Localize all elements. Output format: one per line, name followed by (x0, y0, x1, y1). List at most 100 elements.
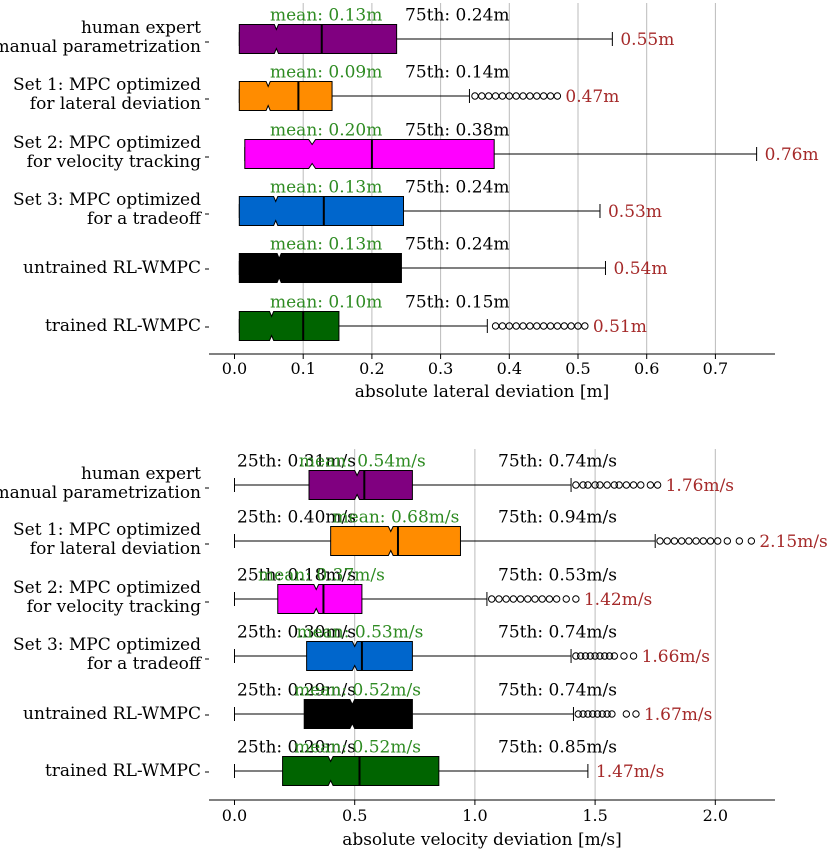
outlier-point (603, 481, 611, 489)
outlier-point (545, 595, 554, 603)
outlier-point (471, 92, 479, 100)
outlier-point (539, 322, 548, 330)
outlier-point (509, 595, 518, 603)
outlier-point (629, 652, 638, 660)
outlier-point (484, 92, 493, 100)
outlier-point (622, 710, 631, 718)
box (244, 139, 495, 169)
x-tick-label: 0.6 (634, 359, 659, 378)
series-6: trained RL-WMPC mean: 0.10m 75th: 0.15m 0.5… (45, 293, 647, 341)
outlier-point (692, 537, 700, 545)
row-label-line-2: for a tradeoff (87, 209, 203, 229)
max-label: 0.54m (613, 259, 667, 279)
max-label: 1.47m/s (596, 762, 664, 782)
max-label: 1.76m/s (666, 476, 734, 496)
row-label-line-1: Set 2: MPC optimized (13, 578, 201, 598)
boxplot-chart-2: 0.0 0.5 1.0 1.5 2.0 absolute velocity deviati… (0, 449, 828, 850)
outlier-point (572, 652, 580, 660)
outlier-point (538, 595, 546, 603)
x-tick-label: 0.7 (703, 359, 728, 378)
q1-label: 25th: 0.40m/s (237, 508, 356, 528)
outlier-point (533, 322, 541, 330)
outlier-point (488, 595, 496, 603)
outlier-point (629, 481, 638, 489)
box (238, 253, 402, 283)
mean-label: mean: 0.53m/s (296, 623, 423, 643)
outlier-point (539, 92, 548, 100)
row-label: trained RL-WMPC (45, 761, 201, 781)
q3-label: 75th: 0.38m (405, 121, 510, 141)
boxplot-chart-1: 0.0 0.1 0.2 0.3 0.4 0.5 0.6 0.7 absolute lateral… (0, 3, 819, 402)
q1-label: 25th: 0.31m/s (237, 452, 356, 472)
outlier-point (593, 710, 602, 718)
x-tick-label: 0.0 (222, 806, 247, 825)
row-label-line-2: manual parametrization (0, 37, 201, 57)
outlier-point (747, 537, 756, 545)
row-label-line-1: Set 1: MPC optimized (13, 520, 201, 540)
q3-label: 75th: 0.53m/s (498, 566, 617, 586)
outlier-point (579, 481, 587, 489)
outlier-point (610, 481, 619, 489)
mean-label: mean: 0.68m/s (333, 508, 460, 528)
x-tick-label: 0.1 (290, 359, 315, 378)
max-label: 0.51m (593, 317, 647, 337)
row-label-line-2: for velocity tracking (27, 597, 201, 617)
outlier-point (553, 92, 562, 100)
outlier-point (591, 652, 599, 660)
x-tick-label: 0.0 (222, 359, 247, 378)
box (282, 756, 440, 786)
max-label: 0.55m (620, 30, 674, 50)
outlier-point (574, 710, 582, 718)
outlier-point (562, 595, 570, 603)
outlier-point (670, 537, 679, 545)
mean-label: mean: 0.13m (270, 6, 382, 26)
outlier-point (552, 595, 561, 603)
row-label-line-2: for lateral deviation (30, 94, 201, 114)
x-tick-label: 2.0 (703, 806, 728, 825)
outlier-point (603, 710, 611, 718)
outlier-point (685, 537, 693, 545)
outlier-point (608, 710, 616, 718)
outlier-point (663, 537, 671, 545)
box (303, 699, 413, 729)
outlier-point (588, 710, 597, 718)
q1-label: 25th: 0.20m/s (237, 738, 356, 758)
outlier-point (598, 710, 607, 718)
row-label-line-1: Set 2: MPC optimized (13, 133, 201, 153)
q3-label: 75th: 0.94m/s (498, 508, 617, 528)
max-label: 1.42m/s (584, 590, 652, 610)
q3-label: 75th: 0.85m/s (498, 738, 617, 758)
outlier-point (596, 481, 604, 489)
outlier-point (576, 652, 585, 660)
row-label-line-2: for a tradeoff (87, 654, 203, 674)
outlier-point (610, 652, 619, 660)
box (238, 24, 398, 54)
outlier-point (498, 322, 507, 330)
outlier-point (519, 92, 527, 100)
max-label: 1.67m/s (644, 705, 712, 725)
outlier-point (596, 652, 604, 660)
mean-label: mean: 0.52m/s (294, 738, 421, 758)
row-label-line-1: human expert (81, 464, 201, 484)
box (238, 311, 340, 341)
outlier-point (706, 537, 715, 545)
outlier-point (526, 92, 534, 100)
row-label: untrained RL-WMPC (23, 704, 201, 724)
x-tick-label: 0.2 (359, 359, 384, 378)
outlier-point (620, 652, 628, 660)
mean-label: mean: 0.09m (270, 63, 382, 83)
outlier-point (677, 537, 686, 545)
outlier-point (519, 322, 527, 330)
mean-label: mean: 0.20m (270, 121, 382, 141)
q3-label: 75th: 0.74m/s (498, 623, 617, 643)
outlier-point (579, 710, 587, 718)
series-5: untrained RL-WMPC mean: 0.13m 75th: 0.24m 0… (23, 235, 667, 283)
row-label-line-2: manual parametrization (0, 483, 201, 503)
x-axis-label: absolute velocity deviation [m/s] (342, 830, 622, 850)
q3-label: 75th: 0.74m/s (498, 681, 617, 701)
outlier-point (653, 481, 662, 489)
